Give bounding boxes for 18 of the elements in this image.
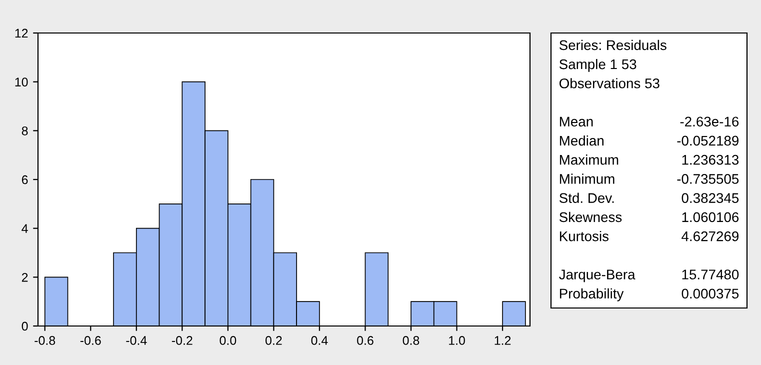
y-tick-label: 6	[22, 175, 28, 184]
y-tick-label: 4	[22, 224, 28, 233]
y-tick-label: 8	[22, 126, 28, 136]
y-tick-label: 12	[15, 28, 28, 38]
x-tick-label: 0.0	[220, 336, 236, 345]
x-tick-label: -0.6	[80, 336, 101, 345]
x-tick-label: 0.2	[266, 336, 282, 345]
x-tick-label: -0.2	[172, 336, 192, 345]
y-tick-label: 10	[15, 78, 28, 86]
x-tick-label: 0.4	[311, 336, 328, 345]
x-tick-label: 0.8	[402, 336, 420, 345]
y-tick-label: 0	[22, 322, 28, 331]
x-tick-label: 1.2	[494, 336, 511, 345]
x-tick-label: 0.6	[357, 336, 374, 345]
x-tick-label: 1.0	[449, 336, 465, 345]
y-tick-label: 2	[22, 272, 28, 282]
x-tick-label: -0.4	[126, 336, 147, 345]
x-tick-label: -0.8	[34, 336, 56, 345]
